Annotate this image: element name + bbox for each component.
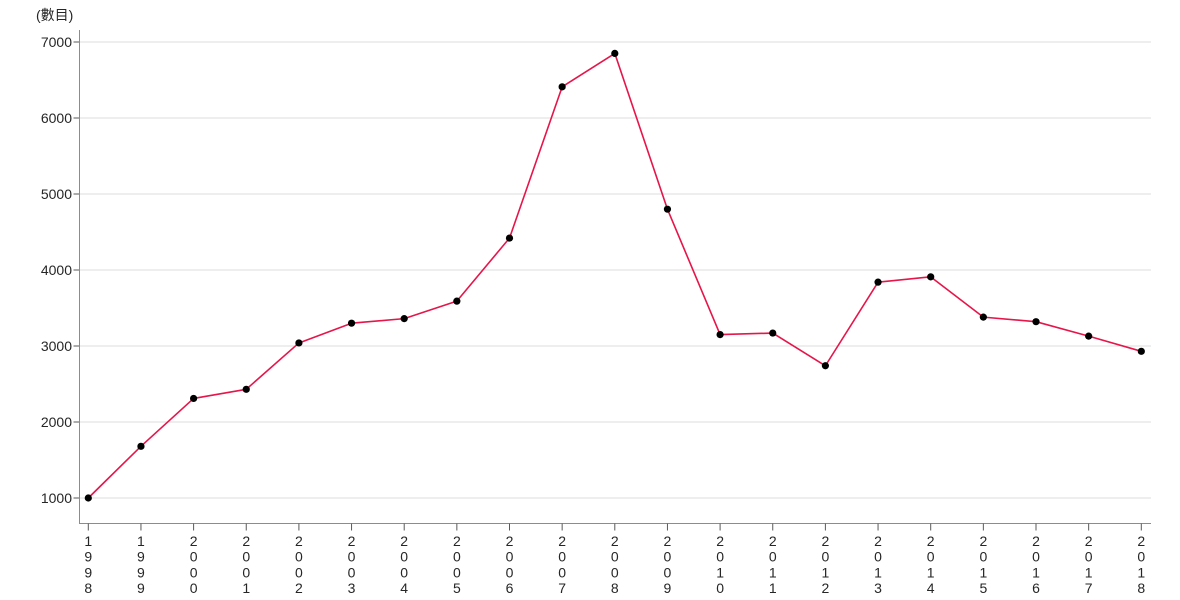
y-tick-label: 1000 bbox=[41, 490, 72, 506]
y-tick-label: 2000 bbox=[41, 414, 72, 430]
data-point-marker bbox=[927, 273, 935, 281]
data-point-marker bbox=[505, 234, 514, 242]
data-series-group bbox=[84, 49, 1145, 502]
data-point-marker bbox=[347, 319, 356, 327]
y-tick-labels-group: 1000 2000 3000 4000 5000 6000 7000 bbox=[41, 34, 72, 506]
axes-group bbox=[73, 30, 1151, 531]
x-tick-labels-group: 1 9 9 8 1 9 9 9 2 0 0 0 2 0 0 1 2 0 0 2 2 0 0 3 2 0 0 4 2 0 0 5 2 0 0 6 2 0 0 7… bbox=[84, 533, 1145, 596]
data-point-marker bbox=[453, 297, 461, 305]
data-point-marker bbox=[295, 339, 303, 347]
data-point-marker bbox=[1032, 318, 1040, 326]
y-tick-label: 4000 bbox=[41, 262, 72, 278]
data-point-marker bbox=[137, 442, 145, 450]
data-point-marker bbox=[190, 394, 198, 403]
data-point-marker bbox=[716, 331, 724, 339]
y-tick-label: 3000 bbox=[41, 338, 72, 354]
y-axis-title: (數目) bbox=[36, 7, 73, 23]
data-point-marker bbox=[1085, 332, 1093, 340]
data-point-marker bbox=[979, 313, 987, 321]
data-point-marker bbox=[874, 278, 882, 286]
gridlines-group bbox=[79, 41, 1151, 499]
y-tick-label: 5000 bbox=[41, 186, 72, 202]
data-point-marker bbox=[84, 494, 92, 502]
data-line bbox=[87, 52, 1142, 499]
y-tick-label: 6000 bbox=[41, 110, 72, 126]
data-point-marker bbox=[558, 83, 566, 91]
data-point-marker bbox=[611, 49, 619, 58]
data-point-marker bbox=[663, 205, 672, 213]
y-tick-label: 7000 bbox=[41, 34, 72, 50]
data-point-marker bbox=[821, 362, 830, 370]
data-point-marker bbox=[769, 329, 777, 337]
data-point-marker bbox=[1137, 347, 1145, 355]
data-point-marker bbox=[242, 385, 250, 393]
data-point-marker bbox=[400, 315, 408, 323]
